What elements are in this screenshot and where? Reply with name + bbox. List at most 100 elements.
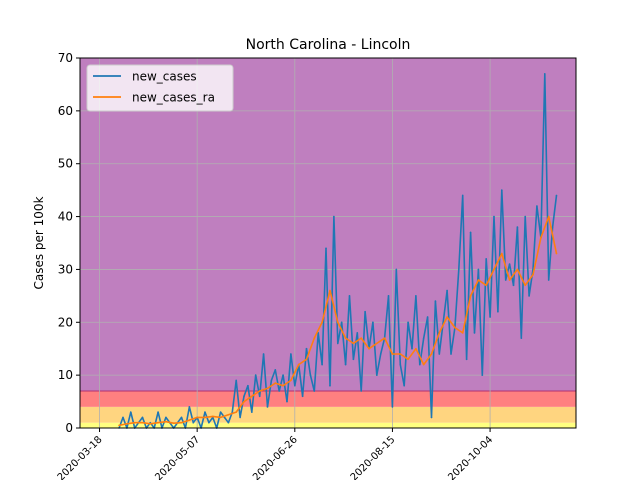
point-new_cases_ra (204, 416, 206, 419)
y-axis-label: Cases per 100k (32, 196, 46, 289)
point-new_cases (403, 384, 405, 387)
point-new_cases_ra (391, 353, 394, 355)
point-new_cases (208, 421, 210, 424)
point-new_cases (524, 215, 527, 218)
point-new_cases_ra (524, 284, 527, 287)
point-new_cases_ra (172, 422, 175, 425)
point-new_cases_ra (118, 424, 120, 427)
point-new_cases (301, 395, 304, 398)
point-new_cases_ra (243, 400, 245, 403)
point-new_cases (407, 321, 409, 324)
point-new_cases (247, 384, 249, 387)
point-new_cases_ra (321, 321, 323, 324)
x-tick-label: 2020-08-15 (349, 434, 398, 480)
series-lines (118, 73, 558, 429)
point-new_cases (399, 363, 402, 366)
x-tick-label: 2020-03-18 (56, 434, 105, 480)
x-axis: 2020-03-18 2020-05-07 2020-06-26 2020-08-15… (56, 428, 495, 480)
x-tick-label: 2020-10-04 (446, 434, 495, 480)
point-new_cases (348, 295, 351, 297)
y-tick-label: 30 (58, 262, 73, 276)
chart-title: North Carolina - Lincoln (246, 37, 411, 53)
point-new_cases (481, 374, 484, 376)
point-new_cases (376, 374, 378, 376)
point-new_cases_ra (454, 326, 456, 329)
point-new_cases_ra (360, 337, 362, 339)
point-new_cases (309, 374, 312, 376)
legend-label: new_cases_ra (132, 91, 215, 105)
x-tick-label: 2020-05-07 (153, 434, 202, 480)
point-new_cases (547, 279, 550, 281)
point-new_cases (415, 295, 417, 297)
point-new_cases (352, 358, 355, 361)
point-new_cases (305, 347, 308, 350)
point-new_cases (450, 353, 452, 355)
point-new_cases_ra (133, 421, 136, 424)
point-new_cases (235, 379, 238, 382)
legend-box (86, 64, 234, 112)
point-new_cases (180, 416, 183, 419)
point-new_cases_ra (532, 273, 534, 276)
band-1 (80, 406, 576, 423)
point-new_cases (239, 416, 241, 419)
point-new_cases_ra (446, 316, 448, 318)
point-new_cases (469, 231, 472, 234)
point-new_cases_ra (336, 321, 339, 324)
point-new_cases (333, 215, 335, 218)
point-new_cases (270, 379, 273, 382)
point-new_cases (418, 363, 421, 366)
point-new_cases (266, 406, 269, 408)
point-new_cases (430, 416, 433, 419)
point-new_cases (204, 411, 206, 413)
point-new_cases (325, 247, 327, 250)
point-new_cases (391, 406, 394, 408)
point-new_cases_ra (188, 419, 191, 421)
point-new_cases_ra (344, 337, 347, 339)
point-new_cases (504, 279, 507, 281)
point-new_cases_ra (438, 332, 441, 334)
legend: new_cases new_cases_ra (86, 64, 234, 112)
point-new_cases_ra (415, 347, 417, 350)
point-new_cases_ra (329, 289, 331, 292)
point-new_cases_ra (266, 387, 269, 390)
point-new_cases_ra (157, 421, 159, 424)
legend-label: new_cases (132, 70, 197, 84)
point-new_cases_ra (376, 342, 378, 345)
point-new_cases (282, 374, 284, 376)
y-tick-label: 20 (58, 315, 73, 329)
point-new_cases (274, 369, 277, 371)
point-new_cases_ra (126, 422, 128, 425)
point-new_cases (192, 421, 195, 424)
point-new_cases (219, 411, 222, 413)
point-new_cases (188, 406, 191, 408)
point-new_cases (551, 226, 554, 228)
point-new_cases_ra (500, 252, 503, 255)
point-new_cases_ra (141, 421, 144, 424)
point-new_cases_ra (399, 353, 402, 355)
point-new_cases_ra (305, 358, 308, 361)
y-tick-label: 40 (58, 210, 73, 224)
point-new_cases_ra (477, 279, 480, 281)
point-new_cases_ra (555, 252, 558, 255)
point-new_cases_ra (508, 279, 511, 281)
point-new_cases_ra (227, 413, 230, 416)
point-new_cases (520, 337, 523, 339)
point-new_cases (313, 390, 316, 392)
point-new_cases (555, 194, 558, 197)
point-new_cases_ra (282, 384, 284, 387)
point-new_cases (438, 353, 441, 355)
point-new_cases (122, 416, 124, 419)
y-tick-label: 70 (58, 51, 73, 65)
point-new_cases (227, 421, 230, 424)
point-new_cases (528, 295, 530, 297)
risk-bands (80, 58, 576, 428)
point-new_cases (485, 258, 487, 260)
point-new_cases_ra (430, 353, 433, 355)
point-new_cases (500, 189, 503, 191)
point-new_cases (360, 390, 362, 392)
point-new_cases (458, 268, 460, 271)
point-new_cases_ra (516, 268, 519, 271)
point-new_cases (516, 226, 519, 228)
point-new_cases_ra (258, 390, 261, 392)
point-new_cases (543, 73, 546, 75)
